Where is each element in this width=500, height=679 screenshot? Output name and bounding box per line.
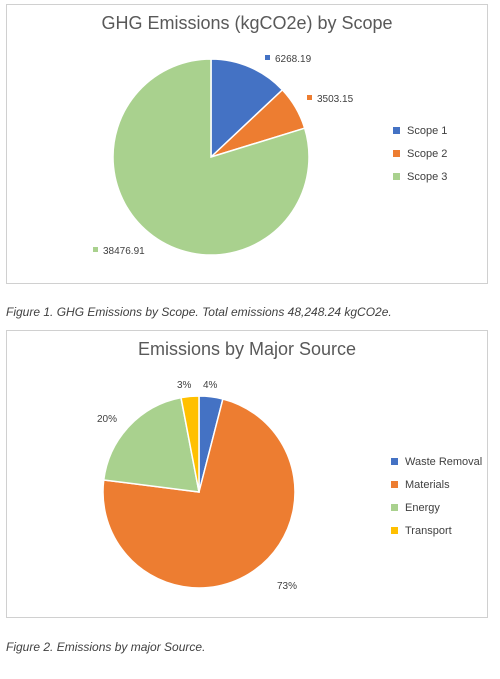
figure-caption-2: Figure 2. Emissions by major Source. bbox=[6, 640, 206, 654]
legend-item: Scope 2 bbox=[393, 142, 447, 165]
legend-label: Scope 1 bbox=[407, 124, 448, 137]
legend-label: Waste Removal bbox=[405, 455, 483, 468]
data-label-swatch bbox=[265, 55, 270, 60]
legend: Waste Removal Materials Energy Transport bbox=[391, 450, 482, 542]
legend-item: Scope 3 bbox=[393, 165, 447, 188]
data-label-swatch bbox=[93, 247, 98, 252]
legend-label: Energy bbox=[405, 501, 440, 514]
legend-item: Materials bbox=[391, 473, 482, 496]
legend-item: Scope 1 bbox=[393, 119, 447, 142]
legend-swatch bbox=[393, 150, 400, 157]
pie-slice-materials bbox=[102, 398, 296, 589]
legend-item: Energy bbox=[391, 496, 482, 519]
data-label: 20% bbox=[97, 414, 117, 425]
legend-swatch bbox=[393, 127, 400, 134]
data-label: 38476.91 bbox=[103, 246, 145, 257]
legend: Scope 1 Scope 2 Scope 3 bbox=[393, 119, 447, 188]
legend-label: Materials bbox=[405, 478, 450, 491]
chart-scope: GHG Emissions (kgCO2e) by Scope 6268.19 3… bbox=[6, 4, 488, 284]
data-label-swatch bbox=[307, 95, 312, 100]
chart-title: GHG Emissions (kgCO2e) by Scope bbox=[101, 13, 393, 33]
legend-item: Transport bbox=[391, 519, 482, 542]
data-label: 6268.19 bbox=[275, 54, 312, 65]
chart-title: Emissions by Major Source bbox=[137, 339, 357, 359]
data-label: 73% bbox=[277, 581, 297, 592]
data-label: 3503.15 bbox=[317, 94, 354, 105]
legend-item: Waste Removal bbox=[391, 450, 482, 473]
data-label: 4% bbox=[203, 380, 218, 391]
legend-swatch bbox=[391, 481, 398, 488]
figure-caption-1: Figure 1. GHG Emissions by Scope. Total … bbox=[6, 305, 392, 319]
legend-swatch bbox=[393, 173, 400, 180]
legend-label: Scope 2 bbox=[407, 147, 448, 160]
legend-label: Transport bbox=[405, 524, 452, 537]
pie-slice-scope-3 bbox=[112, 58, 310, 256]
legend-label: Scope 3 bbox=[407, 170, 448, 183]
pie-slice-transport bbox=[180, 395, 200, 493]
pie-chart-source: 4% 73% 20% 3% bbox=[97, 380, 297, 592]
legend-swatch bbox=[391, 527, 398, 534]
data-label: 3% bbox=[177, 380, 192, 391]
pie-chart-scope: 6268.19 3503.15 38476.91 bbox=[93, 54, 354, 257]
chart-source: Emissions by Major Source 4% 73% 20% 3% Was… bbox=[6, 330, 488, 618]
pie-slice-energy bbox=[102, 396, 200, 493]
pie-slice-scope-1 bbox=[210, 58, 284, 159]
legend-swatch bbox=[391, 504, 398, 511]
legend-swatch bbox=[391, 458, 398, 465]
